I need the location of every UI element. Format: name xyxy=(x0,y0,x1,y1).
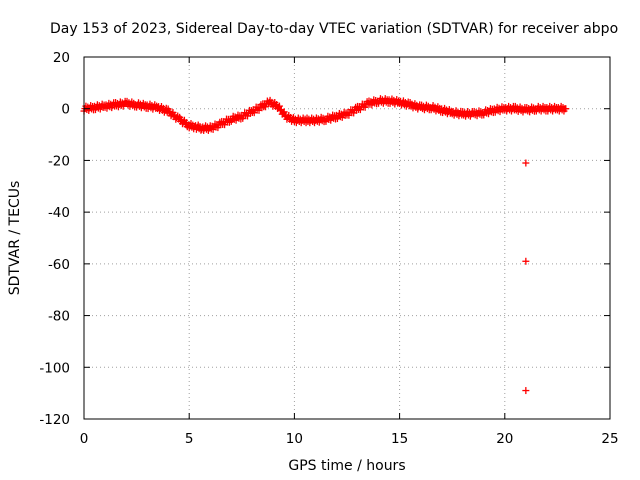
data-point xyxy=(562,105,570,113)
tick-marks xyxy=(83,56,611,420)
x-tick-label: 15 xyxy=(391,431,408,447)
data-point xyxy=(522,387,530,395)
data-point xyxy=(522,257,530,265)
x-tick-label: 5 xyxy=(185,431,194,447)
chart-title: Day 153 of 2023, Sidereal Day-to-day VTE… xyxy=(50,21,618,37)
y-axis-label: SDTVAR / TECUs xyxy=(7,181,23,296)
y-tick-labels: 20 0 -20 -40 -60 -80 -100 -120 xyxy=(39,50,70,428)
x-tick-label: 0 xyxy=(80,431,89,447)
x-tick-label: 20 xyxy=(496,431,513,447)
plot-frame xyxy=(83,56,611,420)
x-tick-label: 10 xyxy=(286,431,303,447)
data-points xyxy=(80,95,570,395)
data-point xyxy=(522,159,530,167)
x-axis-label: GPS time / hours xyxy=(288,458,405,474)
y-tick-label: -20 xyxy=(48,153,70,169)
y-tick-label: 20 xyxy=(53,50,70,66)
x-tick-labels: 0 5 10 15 20 25 xyxy=(80,431,619,447)
y-tick-label: -40 xyxy=(48,205,70,221)
y-tick-label: -100 xyxy=(39,360,70,376)
y-tick-label: -60 xyxy=(48,257,70,273)
y-tick-label: 0 xyxy=(61,102,70,118)
x-tick-label: 25 xyxy=(601,431,618,447)
y-tick-label: -120 xyxy=(39,412,70,428)
y-tick-label: -80 xyxy=(48,309,70,325)
